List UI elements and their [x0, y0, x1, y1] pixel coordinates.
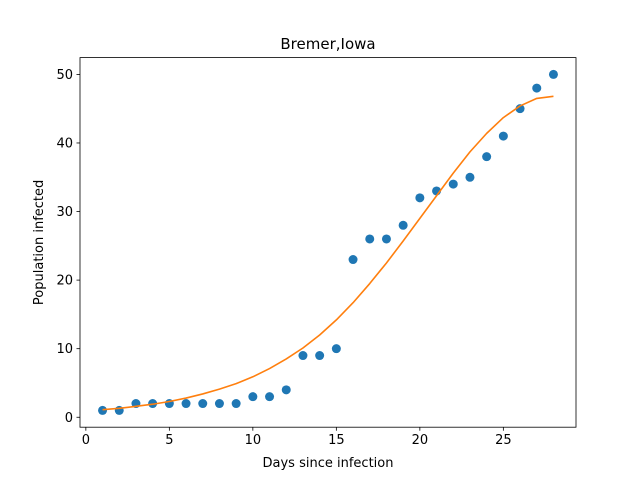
x-tick-label: 5 — [165, 433, 173, 448]
x-axis: 0 5 10 15 20 25 — [82, 427, 512, 448]
data-point — [315, 351, 325, 361]
y-tick-label: 30 — [56, 205, 73, 220]
data-point — [214, 399, 224, 409]
data-point — [465, 172, 475, 182]
data-point — [482, 152, 492, 162]
y-axis-label: Population infected — [32, 180, 47, 305]
data-point — [281, 385, 291, 395]
data-point — [98, 405, 108, 415]
data-point — [532, 83, 542, 93]
data-point — [231, 399, 241, 409]
x-tick-label: 0 — [82, 433, 90, 448]
data-point — [515, 104, 525, 114]
plot-area — [98, 69, 558, 415]
data-point — [181, 399, 191, 409]
data-point — [331, 344, 341, 354]
data-point — [348, 255, 358, 265]
axes-frame — [79, 57, 577, 428]
data-point — [448, 179, 458, 189]
y-tick-label: 20 — [56, 274, 73, 289]
x-tick-label: 15 — [328, 433, 345, 448]
data-point — [398, 220, 408, 230]
y-axis: 0 10 20 30 40 50 — [56, 68, 80, 426]
x-tick-label: 20 — [412, 433, 429, 448]
fit-curve-line — [102, 95, 554, 411]
data-point — [548, 69, 558, 79]
x-tick-label: 10 — [245, 433, 262, 448]
data-point — [298, 351, 308, 361]
x-tick-label: 25 — [495, 433, 512, 448]
y-tick-label: 50 — [56, 68, 73, 83]
chart-title: Bremer,Iowa — [280, 35, 375, 53]
data-point — [265, 392, 275, 402]
data-point — [415, 193, 425, 203]
x-axis-label: Days since infection — [263, 456, 394, 471]
data-point — [498, 131, 508, 141]
y-tick-label: 0 — [65, 411, 73, 426]
y-tick-label: 10 — [56, 342, 73, 357]
data-point — [381, 234, 391, 244]
data-point — [248, 392, 258, 402]
data-point — [365, 234, 375, 244]
data-point — [198, 399, 208, 409]
y-tick-label: 40 — [56, 136, 73, 151]
